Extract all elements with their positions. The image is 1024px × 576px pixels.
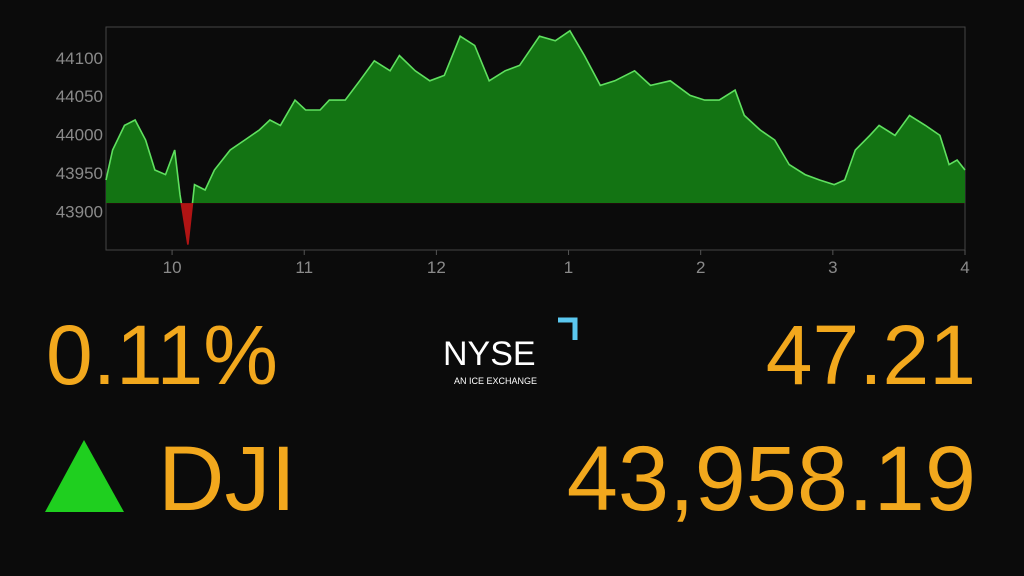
- change-percent: 0.11%: [46, 308, 278, 402]
- symbol: DJI: [158, 428, 296, 530]
- x-tick-label: 12: [427, 258, 446, 277]
- area: [106, 30, 965, 245]
- price: 43,958.19: [567, 428, 976, 530]
- line: [105, 29, 966, 245]
- logo-tagline: AN ICE EXCHANGE: [454, 376, 537, 386]
- x-tick-label: 10: [163, 258, 182, 277]
- plot-frame: [105, 26, 966, 251]
- x-tick-label: 11: [295, 258, 313, 277]
- up-arrow: [45, 440, 124, 512]
- y-tick-label: 43900: [56, 203, 103, 222]
- y-tick-label: 44100: [56, 49, 103, 68]
- x-tick-label: 2: [696, 258, 705, 277]
- logo-mark: [558, 317, 578, 340]
- x-tick-label: 4: [960, 258, 969, 277]
- logo-name: NYSE: [443, 335, 536, 373]
- y-tick-label: 44000: [56, 126, 103, 145]
- y-tick-label: 44050: [56, 87, 103, 106]
- x-tick-label: 1: [564, 258, 573, 277]
- change: 47.21: [766, 308, 976, 402]
- y-tick-label: 43950: [56, 164, 103, 183]
- x-tick-label: 3: [828, 258, 837, 277]
